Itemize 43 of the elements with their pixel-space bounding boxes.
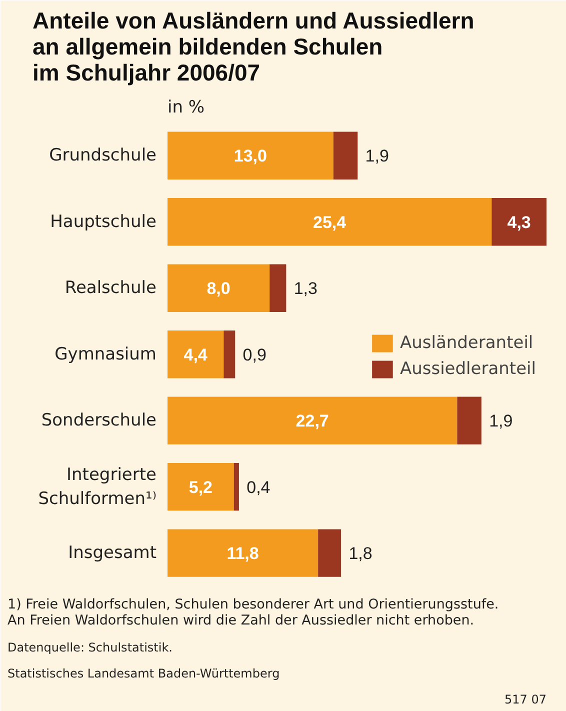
data-label: 1,9	[489, 412, 513, 431]
text: 1) Freie Waldorfschulen, Schulen besonderer Art und Orientierungsstufe. An Freien Waldorfschulen wird die Zahl der Aussiedler nicht erhoben.	[8, 596, 499, 628]
chart-title: Anteile von Ausländern und Aussiedlern an allgemein bildenden Schulen im Schuljahr 2006/07	[32, 8, 474, 86]
text: in %	[168, 98, 205, 118]
legend-label: Ausländeranteil	[400, 332, 534, 352]
bar	[270, 264, 286, 312]
bar	[168, 330, 224, 378]
legend-label: Aussiedleranteil	[400, 358, 536, 378]
data-label: 0,4	[246, 478, 270, 497]
bar	[333, 132, 358, 180]
bar	[168, 396, 458, 444]
y-tick-label: Gymnasium	[54, 344, 157, 364]
text: Datenquelle: Schulstatistik.	[8, 640, 172, 654]
y-tick-label: Integrierte Schulformen¹⁾	[38, 464, 157, 509]
text: 517 07	[504, 692, 547, 706]
data-label: 13,0	[234, 146, 267, 166]
bar	[168, 198, 492, 246]
data-label: 25,4	[313, 212, 347, 232]
y-tick-label: Hauptschule	[50, 212, 157, 232]
data-label: 1,9	[365, 146, 389, 166]
bar	[234, 462, 239, 511]
data-label: 1,8	[348, 544, 372, 564]
data-label: 1,3	[294, 279, 318, 298]
data-label: 8,0	[206, 279, 230, 298]
bar	[168, 264, 270, 312]
data-label: 0,9	[242, 345, 266, 364]
data-label: 4,3	[507, 212, 531, 232]
bar	[318, 529, 342, 577]
bar	[224, 330, 236, 378]
bar	[457, 396, 482, 444]
bar	[168, 529, 318, 577]
data-label: 22,7	[296, 412, 329, 431]
bar	[168, 132, 334, 180]
data-label: 4,4	[184, 345, 208, 364]
y-tick-label: Insgesamt	[68, 543, 157, 564]
bar	[492, 198, 546, 246]
data-label: 5,2	[188, 478, 213, 497]
text: Statistisches Landesamt Baden-Württemberg	[8, 666, 280, 680]
data-label: 11,8	[226, 544, 259, 564]
bar	[168, 462, 234, 511]
y-tick-label: Grundschule	[49, 146, 156, 166]
y-tick-label: Realschule	[64, 278, 157, 298]
y-tick-label: Sonderschule	[41, 410, 156, 431]
